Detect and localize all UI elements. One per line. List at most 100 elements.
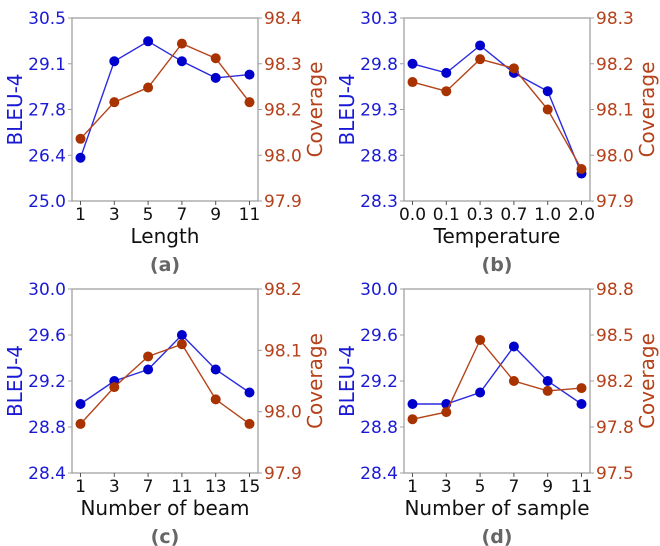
coverage-series-line [79, 42, 251, 140]
y-right-tick-label: 98.0 [264, 403, 302, 423]
axes-frame [71, 288, 259, 474]
x-axis-label: Temperature [433, 224, 561, 248]
x-tick-label: 9 [210, 205, 221, 225]
coverage-point [109, 382, 120, 393]
bleu-point [542, 376, 553, 386]
y-right-tick-label: 98.2 [596, 55, 634, 75]
bleu-point [210, 364, 221, 375]
x-tick-label: 0.7 [500, 205, 527, 225]
coverage-point [75, 418, 86, 429]
bleu-point [75, 399, 86, 409]
y-left-tick-label: 30.3 [360, 9, 398, 29]
y-left-tick-label: 28.4 [360, 464, 398, 484]
subplot-a: 25.0 26.4 27.8 29.1 30.5 97.9 98.0 98.2 98.3 98.4… [3, 9, 327, 276]
coverage-point [143, 82, 154, 93]
coverage-point [176, 339, 187, 350]
y-left-tick-label: 29.8 [360, 55, 398, 75]
coverage-point [143, 351, 154, 362]
coverage-point [244, 97, 255, 108]
y-right-axis-label: Coverage [635, 333, 659, 429]
y-left-tick-label: 25.0 [28, 192, 66, 212]
bleu-point [576, 399, 587, 409]
y-left-axis-label: BLEU-4 [335, 73, 359, 145]
y-right-tick-label: 98.0 [264, 146, 302, 166]
y-left-tick-label: 26.4 [28, 146, 66, 166]
bleu-point [143, 36, 154, 47]
coverage-point [508, 63, 519, 74]
coverage-point [508, 376, 519, 386]
coverage-point [542, 385, 553, 396]
y-left-tick-label: 29.2 [28, 372, 66, 392]
x-tick-label: 1 [75, 477, 86, 497]
subplot-caption: (b) [482, 254, 513, 276]
coverage-point [407, 77, 418, 88]
coverage-point [475, 54, 486, 65]
x-axis-label: Number of sample [404, 496, 589, 520]
x-tick-label: 5 [475, 477, 486, 497]
bleu-series-line [80, 333, 250, 405]
y-left-tick-label: 28.8 [360, 146, 398, 166]
bleu-series-line [412, 345, 582, 405]
y-left-tick-label: 28.4 [28, 464, 66, 484]
y-left-tick-label: 28.3 [360, 192, 398, 212]
y-right-tick-label: 98.1 [264, 341, 302, 361]
coverage-point [210, 53, 221, 64]
coverage-point [441, 86, 452, 97]
x-axis-label: Length [131, 224, 200, 248]
x-tick-label: 11 [239, 205, 261, 225]
y-left-tick-label: 29.1 [28, 55, 66, 75]
subplot-b: 28.3 28.8 29.3 29.8 30.3 97.9 98.0 98.1 98.2 98.3… [335, 9, 659, 276]
y-right-tick-label: 97.9 [264, 192, 302, 212]
coverage-point [109, 97, 120, 108]
y-right-tick-label: 98.5 [596, 326, 634, 346]
y-left-tick-label: 29.6 [28, 326, 66, 346]
y-right-tick-label: 97.5 [596, 464, 634, 484]
x-tick-label: 7 [143, 477, 154, 497]
bleu-point [407, 399, 418, 409]
bleu-point [508, 341, 519, 352]
bleu-point [542, 86, 553, 97]
y-right-tick-label: 97.8 [596, 418, 634, 438]
y-left-axis-label: BLEU-4 [3, 345, 27, 417]
axes-frame [403, 17, 591, 202]
y-left-tick-label: 28.8 [360, 418, 398, 438]
x-tick-label: 3 [109, 477, 120, 497]
x-tick-label: 1 [75, 205, 86, 225]
x-axis-label: Number of beam [80, 496, 249, 520]
y-right-axis-label: Coverage [635, 62, 659, 158]
coverage-point [441, 407, 452, 418]
coverage-point [244, 418, 255, 429]
coverage-point [176, 38, 187, 49]
bleu-point [244, 387, 255, 398]
x-tick-label: 15 [239, 477, 261, 497]
y-right-tick-label: 98.3 [264, 55, 302, 75]
y-left-tick-label: 27.8 [28, 101, 66, 121]
axes-frame [403, 288, 591, 474]
bleu-series-line [412, 44, 583, 174]
x-tick-label: 3 [441, 477, 452, 497]
bleu-point [407, 58, 418, 69]
coverage-point [210, 394, 221, 405]
y-right-tick-label: 98.1 [596, 101, 634, 121]
y-left-tick-label: 30.5 [28, 9, 66, 29]
bleu-point [475, 40, 486, 51]
bleu-point [176, 56, 187, 67]
subplot-caption: (c) [151, 526, 180, 546]
x-tick-label: 9 [542, 477, 553, 497]
y-right-tick-label: 97.9 [596, 192, 634, 212]
bleu-point [475, 387, 486, 398]
bleu-point [441, 67, 452, 78]
x-tick-label: 7 [176, 205, 187, 225]
coverage-point [576, 163, 587, 174]
x-tick-label: 0.3 [467, 205, 494, 225]
y-left-tick-label: 30.0 [360, 280, 398, 300]
y-right-tick-label: 97.9 [264, 464, 302, 484]
x-tick-label: 0.1 [433, 205, 460, 225]
coverage-point [475, 334, 486, 345]
y-right-tick-label: 98.2 [596, 372, 634, 392]
coverage-point [542, 104, 553, 115]
y-right-axis-label: Coverage [303, 62, 327, 158]
bleu-point [176, 330, 187, 340]
y-left-axis-label: BLEU-4 [3, 73, 27, 145]
